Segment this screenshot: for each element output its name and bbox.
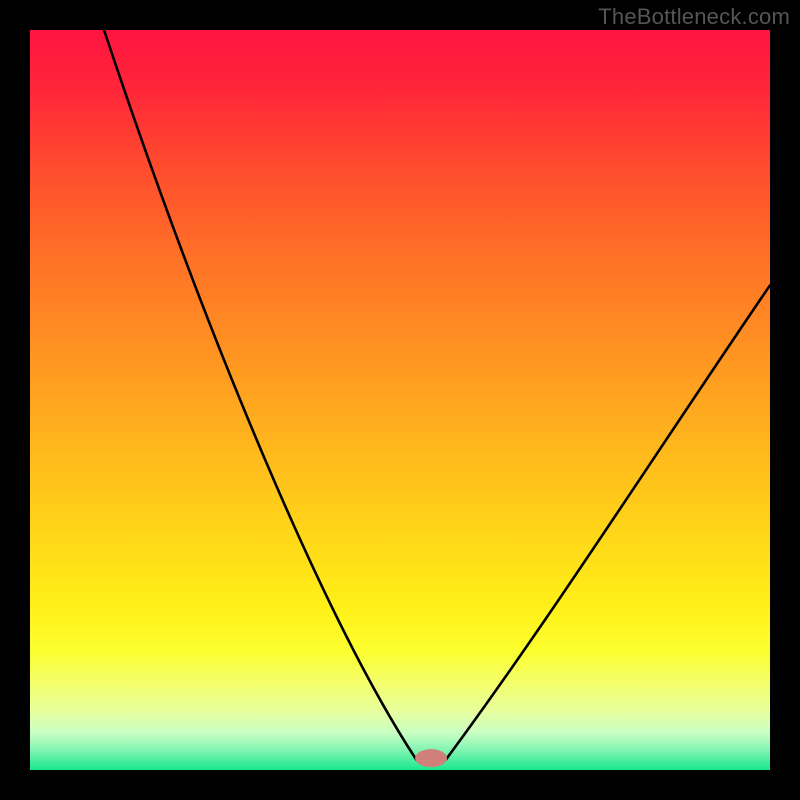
bottleneck-chart xyxy=(0,0,800,800)
optimal-point-marker xyxy=(415,749,447,767)
chart-container: TheBottleneck.com xyxy=(0,0,800,800)
